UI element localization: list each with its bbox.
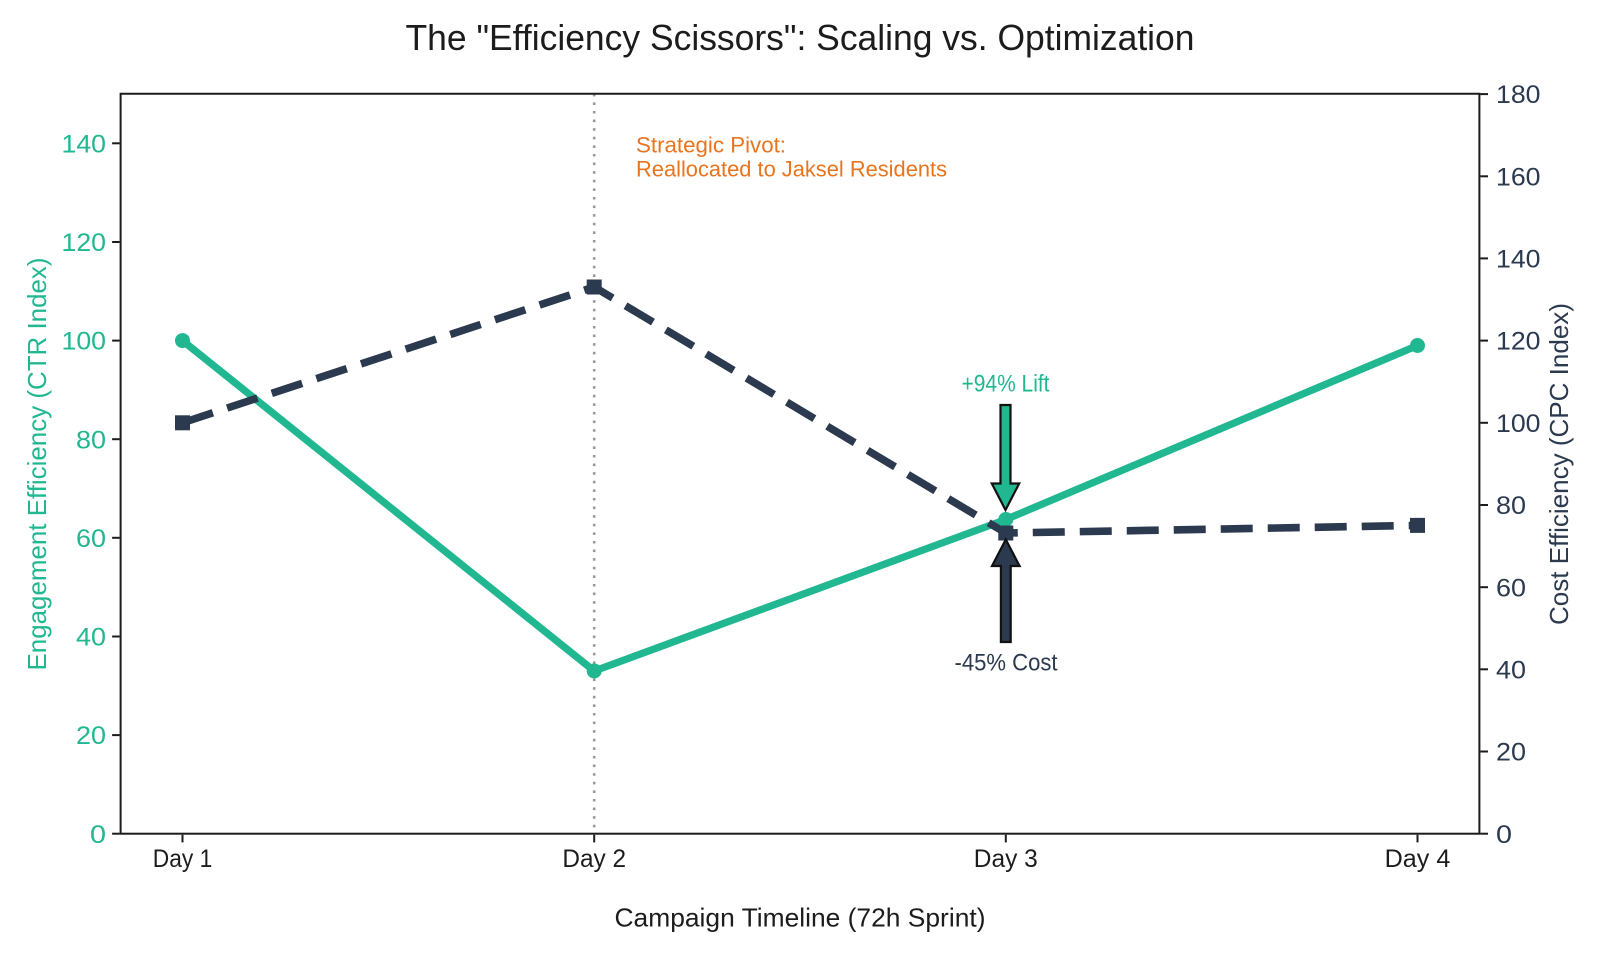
svg-text:Day 4: Day 4 — [1385, 845, 1451, 873]
svg-text:Strategic Pivot:: Strategic Pivot: — [636, 133, 786, 158]
svg-text:40: 40 — [1496, 656, 1526, 684]
svg-text:20: 20 — [1496, 739, 1526, 767]
svg-text:Day 2: Day 2 — [562, 845, 626, 873]
svg-text:80: 80 — [1496, 492, 1526, 520]
svg-text:120: 120 — [1496, 328, 1541, 356]
svg-text:40: 40 — [76, 624, 106, 652]
svg-text:Campaign Timeline (72h Sprint): Campaign Timeline (72h Sprint) — [615, 903, 986, 933]
svg-text:Reallocated to Jaksel Resident: Reallocated to Jaksel Residents — [636, 157, 947, 182]
svg-text:160: 160 — [1496, 163, 1541, 191]
svg-text:60: 60 — [1496, 574, 1526, 602]
svg-text:+94% Lift: +94% Lift — [962, 371, 1050, 398]
svg-text:0: 0 — [90, 821, 106, 849]
svg-text:Day 1: Day 1 — [153, 845, 213, 873]
svg-text:80: 80 — [76, 426, 106, 454]
svg-text:20: 20 — [76, 722, 106, 750]
svg-text:0: 0 — [1496, 821, 1512, 849]
svg-text:100: 100 — [1496, 410, 1541, 438]
svg-text:The "Efficiency Scissors": Sca: The "Efficiency Scissors": Scaling vs. O… — [406, 17, 1195, 58]
svg-text:60: 60 — [76, 525, 106, 553]
svg-text:120: 120 — [62, 229, 107, 257]
svg-text:180: 180 — [1496, 81, 1541, 109]
svg-text:Cost Efficiency (CPC Index): Cost Efficiency (CPC Index) — [1544, 303, 1574, 625]
svg-text:140: 140 — [1496, 246, 1541, 274]
svg-text:140: 140 — [62, 130, 107, 158]
svg-text:Engagement Efficiency (CTR Ind: Engagement Efficiency (CTR Index) — [22, 258, 52, 671]
svg-text:-45% Cost: -45% Cost — [955, 650, 1058, 677]
svg-text:Day 3: Day 3 — [974, 845, 1038, 873]
svg-text:100: 100 — [62, 328, 107, 356]
